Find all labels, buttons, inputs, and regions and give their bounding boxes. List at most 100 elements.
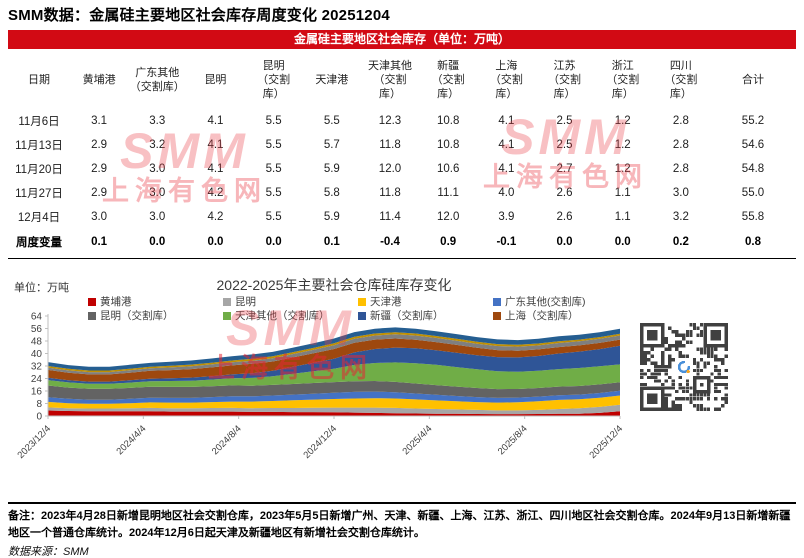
qr-module — [671, 379, 676, 383]
legend-label: 广东其他(交割库) — [505, 296, 586, 308]
qr-module — [699, 368, 704, 373]
qr-module — [692, 358, 697, 362]
qr-module — [671, 400, 676, 404]
remark-note: 备注：2023年4月28日新增昆明地区社会交割仓库，2023年5月5日新增广州、… — [8, 510, 791, 539]
y-tick-label: 64 — [31, 312, 43, 323]
qr-module — [713, 347, 718, 351]
qr-module — [724, 354, 728, 359]
qr-module — [657, 379, 661, 383]
qr-module — [661, 368, 665, 373]
qr-module — [696, 365, 700, 369]
qr-module — [675, 347, 679, 351]
area-series-四川（交割库） — [48, 327, 620, 371]
table-cell: 1.2 — [614, 163, 631, 175]
qr-module — [650, 372, 654, 376]
table-cell: 4.1 — [207, 115, 224, 127]
qr-module — [650, 361, 654, 366]
legend-item: 天津其他（交割库） — [223, 310, 358, 322]
qr-module — [671, 407, 676, 411]
qr-module — [713, 389, 718, 394]
x-tick-label: 2024/12/4 — [301, 423, 339, 460]
table-cell: 10.6 — [436, 163, 460, 175]
qr-module — [713, 382, 718, 387]
y-tick-label: 48 — [31, 337, 43, 348]
table-cell: 2.5 — [556, 115, 573, 127]
table-cell: 10.8 — [436, 139, 460, 151]
table-cell: 55.0 — [741, 187, 765, 199]
qr-module — [689, 400, 693, 404]
qr-module — [640, 375, 644, 380]
qr-module — [664, 400, 668, 404]
column-header: 昆明 （交割 库） — [257, 59, 291, 101]
qr-module — [664, 347, 668, 351]
qr-module — [675, 396, 679, 401]
qr-module — [717, 358, 721, 362]
qr-module — [668, 375, 672, 380]
column-header: 上海 （交割 库） — [489, 59, 523, 101]
table-cell: 5.9 — [323, 211, 340, 223]
table-cell: 3.2 — [149, 139, 166, 151]
qr-module — [654, 379, 658, 383]
qr-module — [699, 403, 704, 408]
qr-module — [668, 386, 672, 390]
qr-module — [675, 407, 679, 411]
change-cell: -0.4 — [380, 236, 400, 248]
qr-module — [689, 333, 693, 337]
legend-label: 上海（交割库） — [505, 310, 579, 322]
qr-module — [710, 330, 721, 341]
table-cell: 5.5 — [323, 115, 340, 127]
qr-module — [706, 351, 711, 355]
qr-module — [668, 361, 672, 366]
qr-module — [668, 354, 672, 359]
qr-module — [668, 326, 672, 330]
y-tick-label: 0 — [36, 412, 42, 423]
qr-module — [678, 351, 683, 355]
qr-module — [710, 372, 714, 376]
table-cell: 12.0 — [436, 211, 460, 223]
x-tick-label: 2024/8/4 — [210, 423, 244, 457]
qr-module — [713, 375, 718, 380]
qr-module — [692, 361, 697, 366]
qr-module — [696, 407, 700, 411]
qr-module — [647, 351, 651, 355]
table-cell: 4.1 — [498, 139, 515, 151]
area-series-广东其他(交割库) — [48, 390, 620, 404]
qr-module — [724, 393, 728, 397]
table-cell: 3.2 — [672, 211, 689, 223]
table-cell: 2.9 — [91, 163, 108, 175]
qr-module — [643, 382, 647, 387]
table-cell: 1.2 — [614, 115, 631, 127]
x-tick-label: 2023/12/4 — [15, 423, 53, 460]
qr-module — [699, 396, 704, 401]
table-cell: 54.8 — [741, 163, 765, 175]
qr-module — [671, 344, 676, 348]
table-cell: 5.7 — [323, 139, 340, 151]
qr-logo-icon — [677, 360, 691, 374]
change-cell: 0.9 — [440, 236, 457, 248]
legend-label: 昆明（交割库） — [100, 310, 174, 322]
qr-module — [692, 403, 697, 408]
legend-item: 上海（交割库） — [493, 310, 628, 322]
qr-module — [647, 330, 658, 341]
legend-item: 黄埔港 — [88, 296, 223, 308]
qr-module — [668, 393, 672, 397]
qr-module — [647, 393, 658, 404]
qr-module — [664, 386, 668, 390]
table-cell: 5.5 — [265, 187, 282, 199]
x-tick-label: 2025/4/4 — [401, 423, 435, 457]
qr-module — [699, 351, 704, 355]
legend-label: 新疆（交割库） — [370, 310, 444, 322]
qr-module — [675, 344, 679, 348]
qr-module — [661, 358, 665, 362]
qr-module — [682, 344, 686, 348]
change-cell: 0.1 — [91, 236, 108, 248]
qr-module — [650, 347, 654, 351]
table-cell: 4.0 — [498, 187, 515, 199]
qr-module — [640, 368, 644, 373]
table-cell: 11.4 — [379, 211, 401, 223]
qr-module — [654, 361, 658, 366]
table-cell: 12.0 — [378, 163, 402, 175]
table-cell: 4.1 — [207, 139, 224, 151]
area-series-浙江（交割库） — [48, 332, 620, 373]
